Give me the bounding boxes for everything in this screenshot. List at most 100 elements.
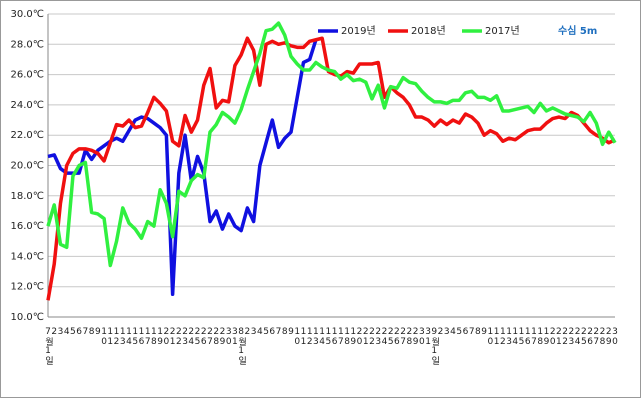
x-tick-label: 18 [535, 327, 545, 347]
x-tick-label: 6 [460, 327, 470, 337]
x-tick-label: 18 [149, 327, 159, 347]
x-tick-label: 3 [55, 327, 65, 337]
x-tick-label: 30 [610, 327, 620, 347]
x-tick-label: 17 [529, 327, 539, 347]
x-tick-label: 9 [286, 327, 296, 337]
x-tick-label: 16 [330, 327, 340, 347]
x-tick-label: 4 [62, 327, 72, 337]
x-tick-label: 14 [124, 327, 134, 347]
x-tick-label: 27 [398, 327, 408, 347]
x-tick-label: 15 [130, 327, 140, 347]
x-tick-label: 13 [118, 327, 128, 347]
annotation: 수심 5m [558, 24, 597, 37]
x-tick-label: 30 [224, 327, 234, 347]
x-tick-label: 12 [112, 327, 122, 347]
x-tick-label: 19 [155, 327, 165, 347]
x-tick-label: 6 [74, 327, 84, 337]
x-tick-label: 26 [392, 327, 402, 347]
y-tick-label: 30.0℃ [11, 9, 45, 20]
x-tick-label: 8 [87, 327, 97, 337]
x-tick-label: 2 [242, 327, 252, 337]
x-tick-label: 27 [205, 327, 215, 347]
x-tick-label: 25 [193, 327, 203, 347]
x-tick-label: 28 [211, 327, 221, 347]
x-tick-label: 22 [560, 327, 570, 347]
x-tick-label: 27 [591, 327, 601, 347]
x-tick-label: 21 [168, 327, 178, 347]
x-tick-label: 23 [180, 327, 190, 347]
x-tick-label: 3 [442, 327, 452, 337]
x-tick-label: 19 [348, 327, 358, 347]
x-tick-label: 10 [485, 327, 495, 347]
x-tick-label: 31 [423, 327, 433, 347]
x-tick-label: 23 [373, 327, 383, 347]
y-tick-label: 28.0℃ [11, 39, 45, 50]
x-tick-label: 24 [379, 327, 389, 347]
x-tick-label: 18 [342, 327, 352, 347]
y-tick-label: 12.0℃ [11, 282, 45, 293]
x-tick-label: 21 [361, 327, 371, 347]
x-tick-label: 17 [336, 327, 346, 347]
x-tick-label: 20 [161, 327, 171, 347]
x-tick-label: 7 [467, 327, 477, 337]
series-line [46, 21, 617, 268]
series-line [46, 36, 616, 301]
x-tick-label: 19 [541, 327, 551, 347]
x-tick-label: 26 [199, 327, 209, 347]
x-tick-label: 29 [604, 327, 614, 347]
x-tick-label: 30 [417, 327, 427, 347]
x-tick-label: 9월1일 [429, 327, 439, 365]
x-tick-label: 7월1일 [43, 327, 53, 365]
x-tick-label: 31 [230, 327, 240, 347]
y-tick-label: 16.0℃ [11, 221, 45, 232]
x-tick-label: 11 [105, 327, 115, 347]
x-tick-label: 28 [404, 327, 414, 347]
x-tick-label: 7 [80, 327, 90, 337]
x-tick-label: 6 [267, 327, 277, 337]
x-tick-label: 12 [498, 327, 508, 347]
x-tick-label: 24 [186, 327, 196, 347]
x-tick-label: 2 [49, 327, 59, 337]
x-tick-label: 5 [261, 327, 271, 337]
x-tick-label: 11 [492, 327, 502, 347]
x-tick-label: 29 [411, 327, 421, 347]
y-tick-label: 26.0℃ [11, 70, 45, 81]
legend-label: 2017년 [485, 25, 520, 37]
y-tick-label: 20.0℃ [11, 161, 45, 172]
x-tick-label: 25 [386, 327, 396, 347]
x-tick-label: 20 [548, 327, 558, 347]
series-line [47, 39, 318, 297]
x-tick-label: 20 [355, 327, 365, 347]
x-tick-label: 4 [255, 327, 265, 337]
x-tick-label: 15 [323, 327, 333, 347]
y-tick-label: 14.0℃ [11, 251, 45, 262]
x-tick-label: 12 [305, 327, 315, 347]
x-tick-label: 11 [298, 327, 308, 347]
x-tick-label: 13 [504, 327, 514, 347]
x-tick-label: 4 [448, 327, 458, 337]
x-tick-label: 28 [598, 327, 608, 347]
x-tick-label: 14 [317, 327, 327, 347]
legend-label: 2018년 [411, 25, 446, 37]
x-tick-label: 8 [280, 327, 290, 337]
x-tick-label: 23 [566, 327, 576, 347]
x-tick-label: 2 [436, 327, 446, 337]
x-tick-label: 8월1일 [236, 327, 246, 365]
x-tick-label: 17 [143, 327, 153, 347]
x-tick-label: 16 [136, 327, 146, 347]
x-tick-label: 16 [523, 327, 533, 347]
x-tick-label: 26 [585, 327, 595, 347]
x-tick-label: 5 [454, 327, 464, 337]
x-tick-label: 3 [249, 327, 259, 337]
legend-label: 2019년 [341, 25, 376, 37]
x-tick-label: 10 [99, 327, 109, 347]
x-tick-label: 29 [217, 327, 227, 347]
x-tick-label: 9 [93, 327, 103, 337]
x-tick-label: 15 [517, 327, 527, 347]
x-tick-label: 22 [367, 327, 377, 347]
y-tick-label: 18.0℃ [11, 191, 45, 202]
x-tick-label: 5 [68, 327, 78, 337]
x-tick-label: 9 [479, 327, 489, 337]
y-tick-label: 10.0℃ [11, 312, 45, 323]
